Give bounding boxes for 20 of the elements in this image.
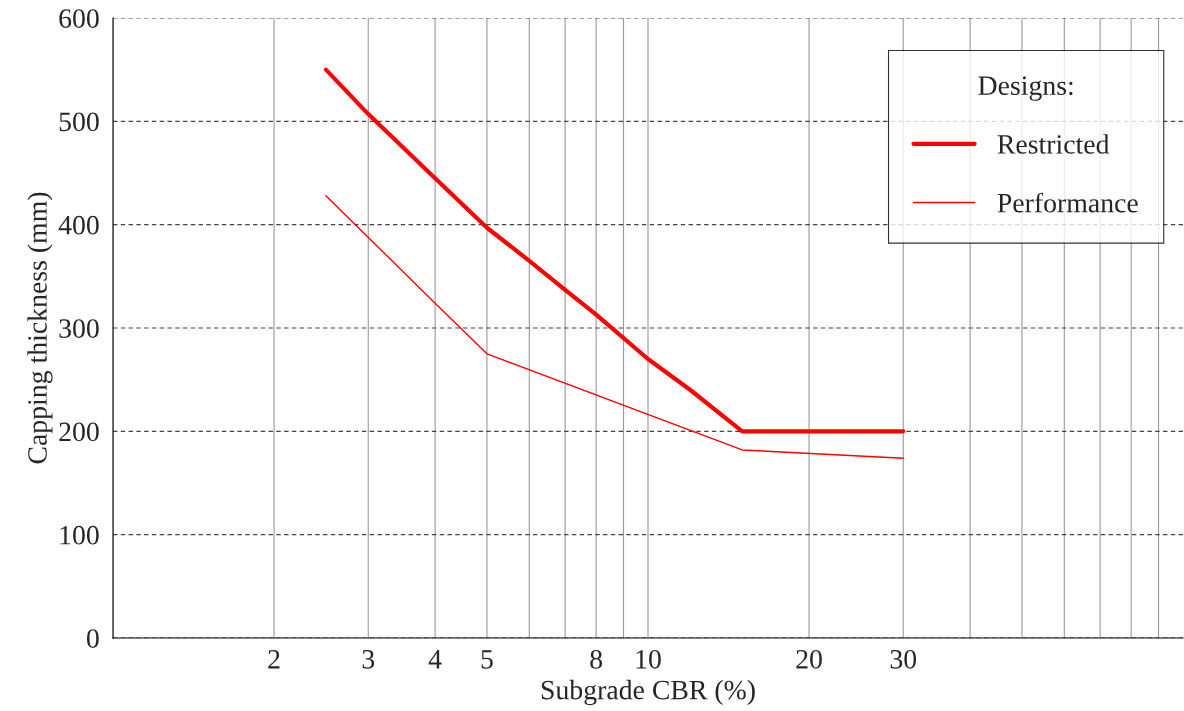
y-tick-label: 100: [60, 525, 99, 545]
y-tick-label: 300: [59, 319, 99, 338]
y-tick-label: 0: [86, 629, 99, 648]
x-tick-label: 3: [362, 649, 375, 669]
x-tick-label: 10: [636, 649, 661, 669]
y-axis-title: Capping thickness (mm): [27, 192, 53, 464]
x-tick-label: 20: [796, 649, 822, 669]
y-tick-label: 500: [59, 112, 99, 132]
y-tick-label: 200: [59, 422, 99, 442]
x-axis-title: Subgrade CBR (%): [541, 679, 755, 706]
y-tick-label: 400: [58, 215, 99, 235]
legend-label: Restricted: [997, 134, 1110, 154]
x-tick-label: 4: [428, 650, 442, 669]
x-tick-label: 2: [268, 649, 280, 669]
legend-title: Designs:: [978, 76, 1073, 101]
legend-label: Performance: [997, 192, 1138, 213]
y-tick-label: 600: [59, 9, 99, 28]
x-tick-label: 5: [481, 650, 493, 669]
x-tick-label: 30: [890, 649, 917, 669]
x-tick-label: 8: [590, 649, 603, 669]
